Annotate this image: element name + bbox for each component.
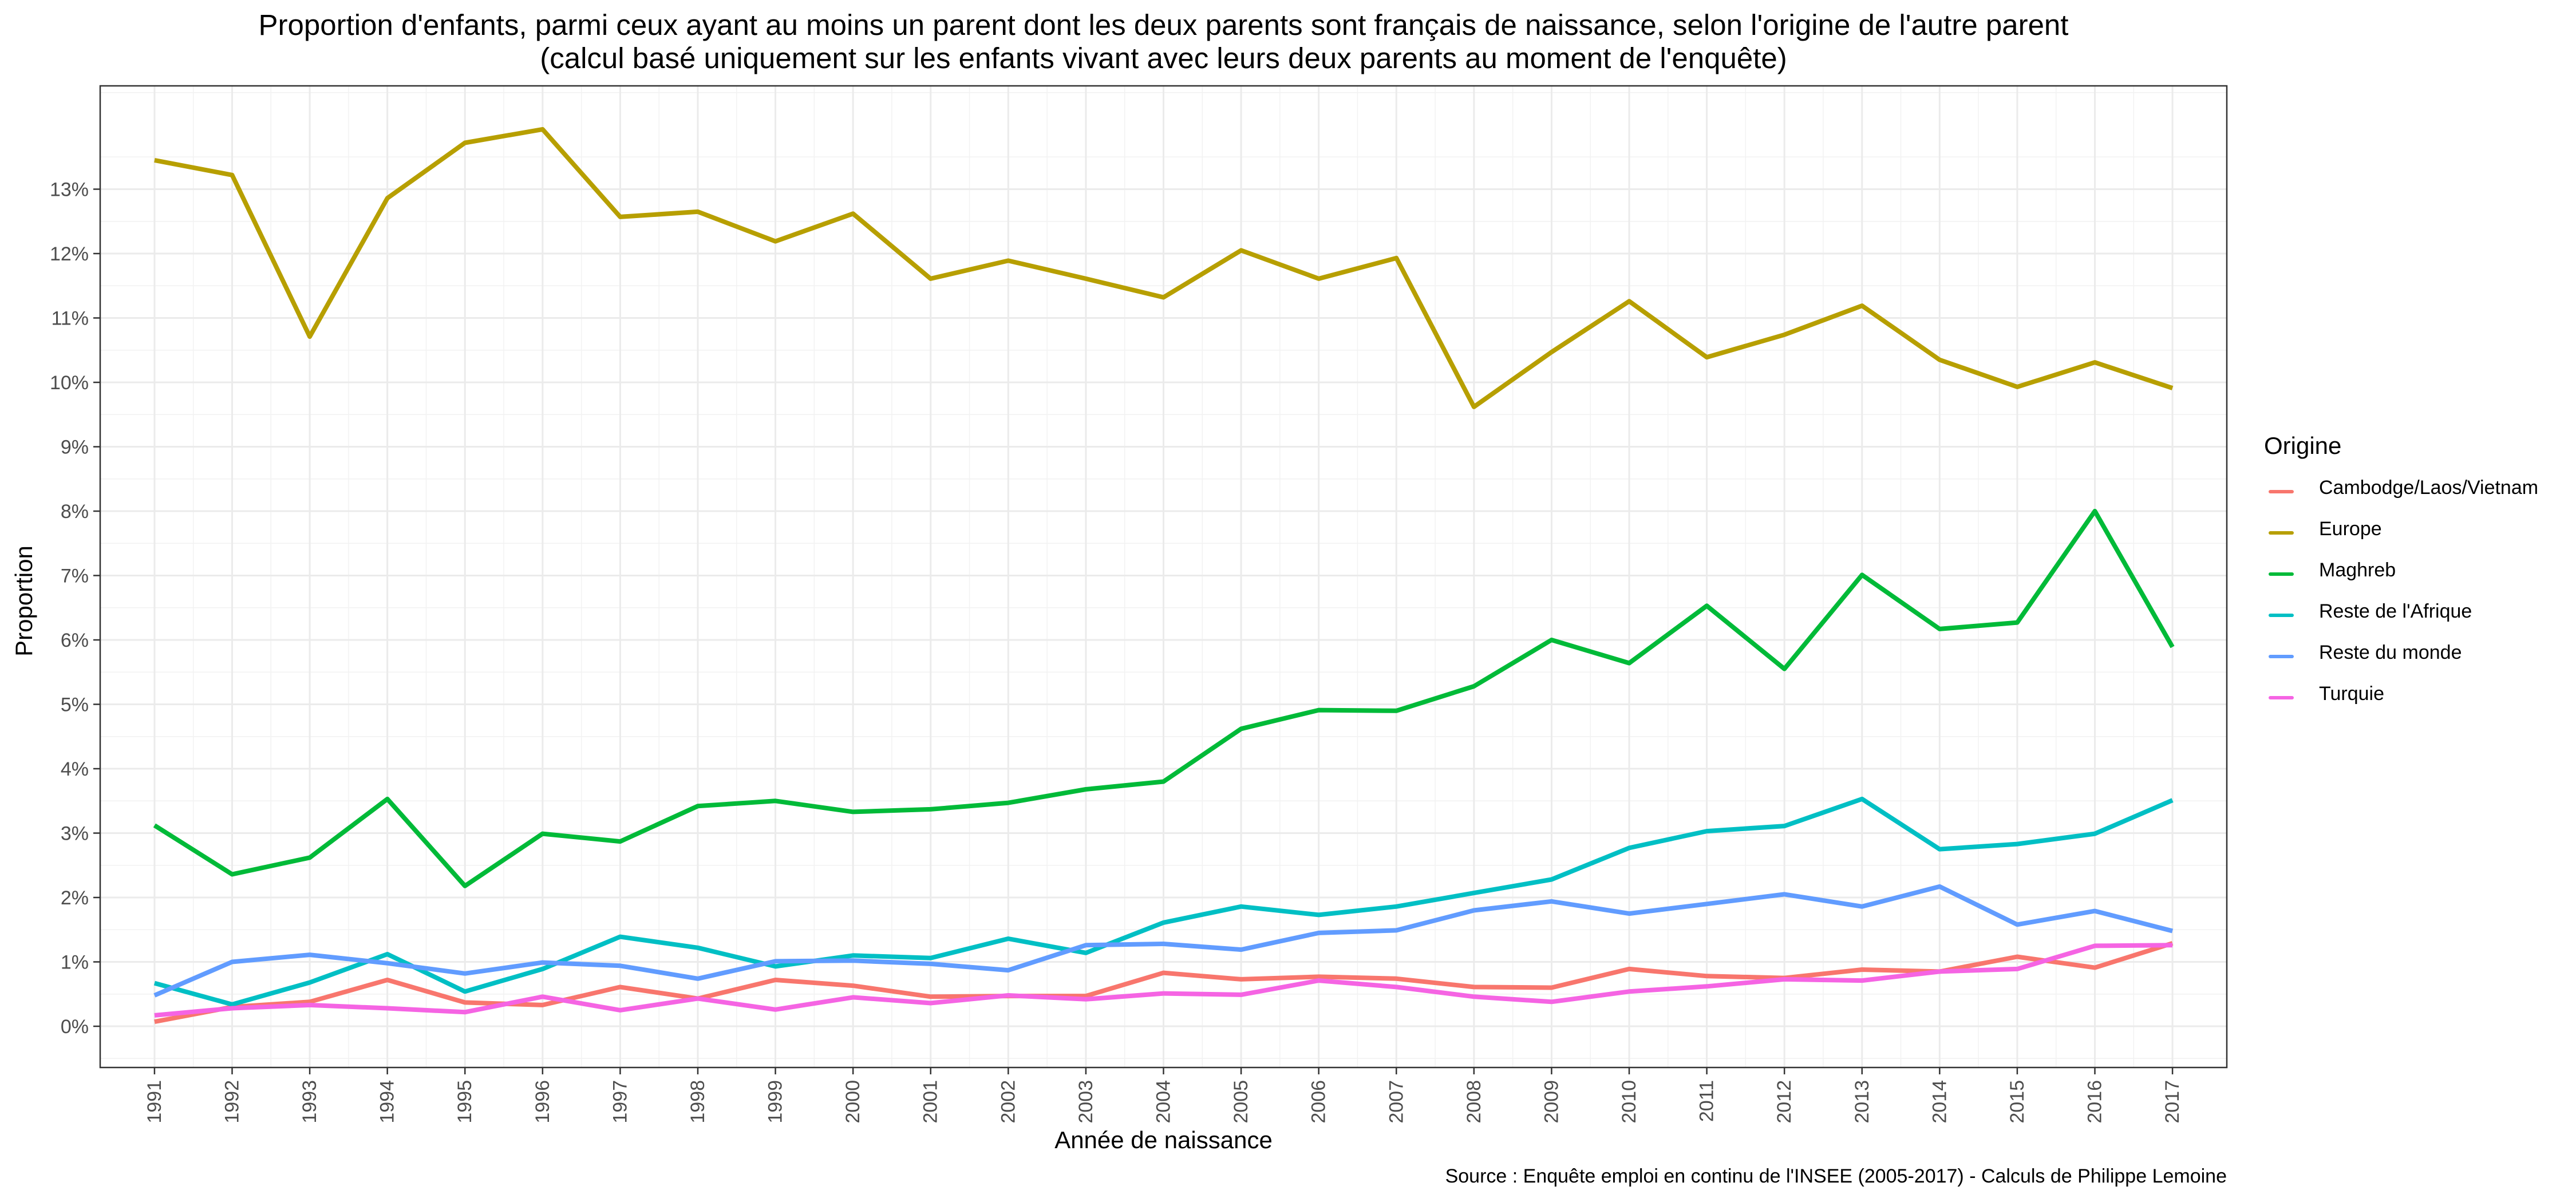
legend-item-reste-du-monde: Reste du monde [2264,636,2462,677]
x-tick-label: 1995 [454,1080,476,1124]
y-tick-label: 8% [61,501,89,523]
x-tick-label: 2005 [1230,1080,1252,1124]
x-tick-label: 2011 [1696,1080,1718,1122]
legend-key [2264,564,2298,583]
y-tick-label: 6% [61,630,89,651]
y-axis-label: Proportion [10,545,37,657]
legend-item-europe: Europe [2264,512,2382,553]
legend-key-line [2269,614,2294,617]
legend-item-cambodge-laos-vietnam: Cambodge/Laos/Vietnam [2264,471,2538,512]
y-tick-label: 1% [61,952,89,974]
series-line-cambodge-laos-vietnam [154,941,2174,1025]
chart-subtitle: (calcul basé uniquement sur les enfants … [540,42,1787,74]
legend-item-maghreb: Maghreb [2264,553,2396,595]
x-tick-label: 2001 [920,1080,942,1124]
x-tick-label: 2003 [1075,1080,1097,1124]
y-tick-label: 0% [61,1016,89,1038]
legend-item-reste-de-l-afrique: Reste de l'Afrique [2264,595,2472,636]
x-tick-label: 2017 [2162,1080,2183,1124]
legend-key-line [2269,531,2294,535]
legend-item-turquie: Turquie [2264,677,2384,718]
chart-title: Proportion d'enfants, parmi ceux ayant a… [258,9,2069,41]
legend-label: Turquie [2319,683,2385,705]
legend-label: Europe [2319,518,2382,540]
series-line-europe [154,126,2174,409]
x-tick-label: 1996 [532,1080,554,1124]
x-tick-label: 2002 [997,1080,1019,1124]
series-line-maghreb [153,509,2175,888]
series-lines [153,126,2175,1025]
legend-key-line [2269,696,2294,699]
legend-label: Maghreb [2319,559,2396,581]
legend-label: Cambodge/Laos/Vietnam [2319,477,2539,499]
legend-items: Cambodge/Laos/Vietnam Europe Maghreb Reste … [2264,471,2538,718]
x-axis: 1991 1992 1993 1994 1995 1996 1997 1998 1999 2000… [144,1067,2183,1124]
x-tick-label: 2014 [1929,1080,1950,1124]
legend-key [2264,687,2298,707]
y-axis: 0% 1% 2% 3% 4% 5% 6% 7% 8% 9% 10% 11% 12% 13% [50,179,100,1038]
y-tick-label: 13% [50,179,89,201]
legend-key [2264,481,2298,501]
legend-title: Origine [2264,432,2342,459]
legend-key [2264,646,2298,666]
x-tick-label: 1991 [144,1080,165,1124]
legend-label: Reste du monde [2319,642,2462,663]
x-tick-label: 2016 [2084,1080,2106,1124]
x-axis-label: Année de naissance [1054,1126,1273,1153]
x-tick-label: 1994 [377,1080,398,1124]
y-tick-label: 2% [61,887,89,909]
y-tick-label: 4% [61,758,89,780]
legend-key-line [2269,655,2294,658]
legend-key-line [2269,490,2294,493]
x-tick-label: 1998 [687,1080,709,1124]
y-tick-label: 12% [50,243,89,265]
x-tick-label: 2012 [1773,1080,1795,1124]
legend: Origine Cambodge/Laos/Vietnam Europe Maghr… [2264,432,2538,718]
chart-caption: Source : Enquête emploi en continu de l'… [1445,1165,2227,1187]
x-tick-label: 2006 [1308,1080,1330,1124]
legend-key-line [2269,572,2294,576]
series-line-turquie [154,943,2173,1018]
y-tick-label: 10% [50,372,89,394]
x-tick-label: 2007 [1385,1080,1407,1124]
y-tick-label: 3% [61,823,89,845]
x-tick-label: 2008 [1463,1080,1485,1124]
legend-key [2264,605,2298,624]
x-tick-label: 2015 [2006,1080,2028,1124]
x-tick-label: 1999 [765,1080,787,1124]
x-tick-label: 1993 [299,1080,321,1124]
major-gridlines [100,86,2227,1067]
x-tick-label: 1992 [221,1080,243,1124]
legend-key [2264,523,2298,542]
y-tick-label: 7% [61,566,89,587]
x-tick-label: 2000 [842,1080,864,1124]
legend-label: Reste de l'Afrique [2319,600,2472,622]
x-tick-label: 2013 [1851,1080,1873,1124]
x-tick-label: 2009 [1540,1080,1562,1124]
y-tick-label: 11% [51,308,89,330]
series-line-reste-du-monde [153,884,2174,998]
x-tick-label: 2004 [1153,1080,1175,1124]
x-tick-label: 1997 [609,1080,631,1124]
y-tick-label: 5% [61,694,89,716]
x-tick-label: 2010 [1618,1080,1640,1124]
y-tick-label: 9% [61,437,89,458]
series-line-reste-de-l-afrique [153,796,2174,1007]
